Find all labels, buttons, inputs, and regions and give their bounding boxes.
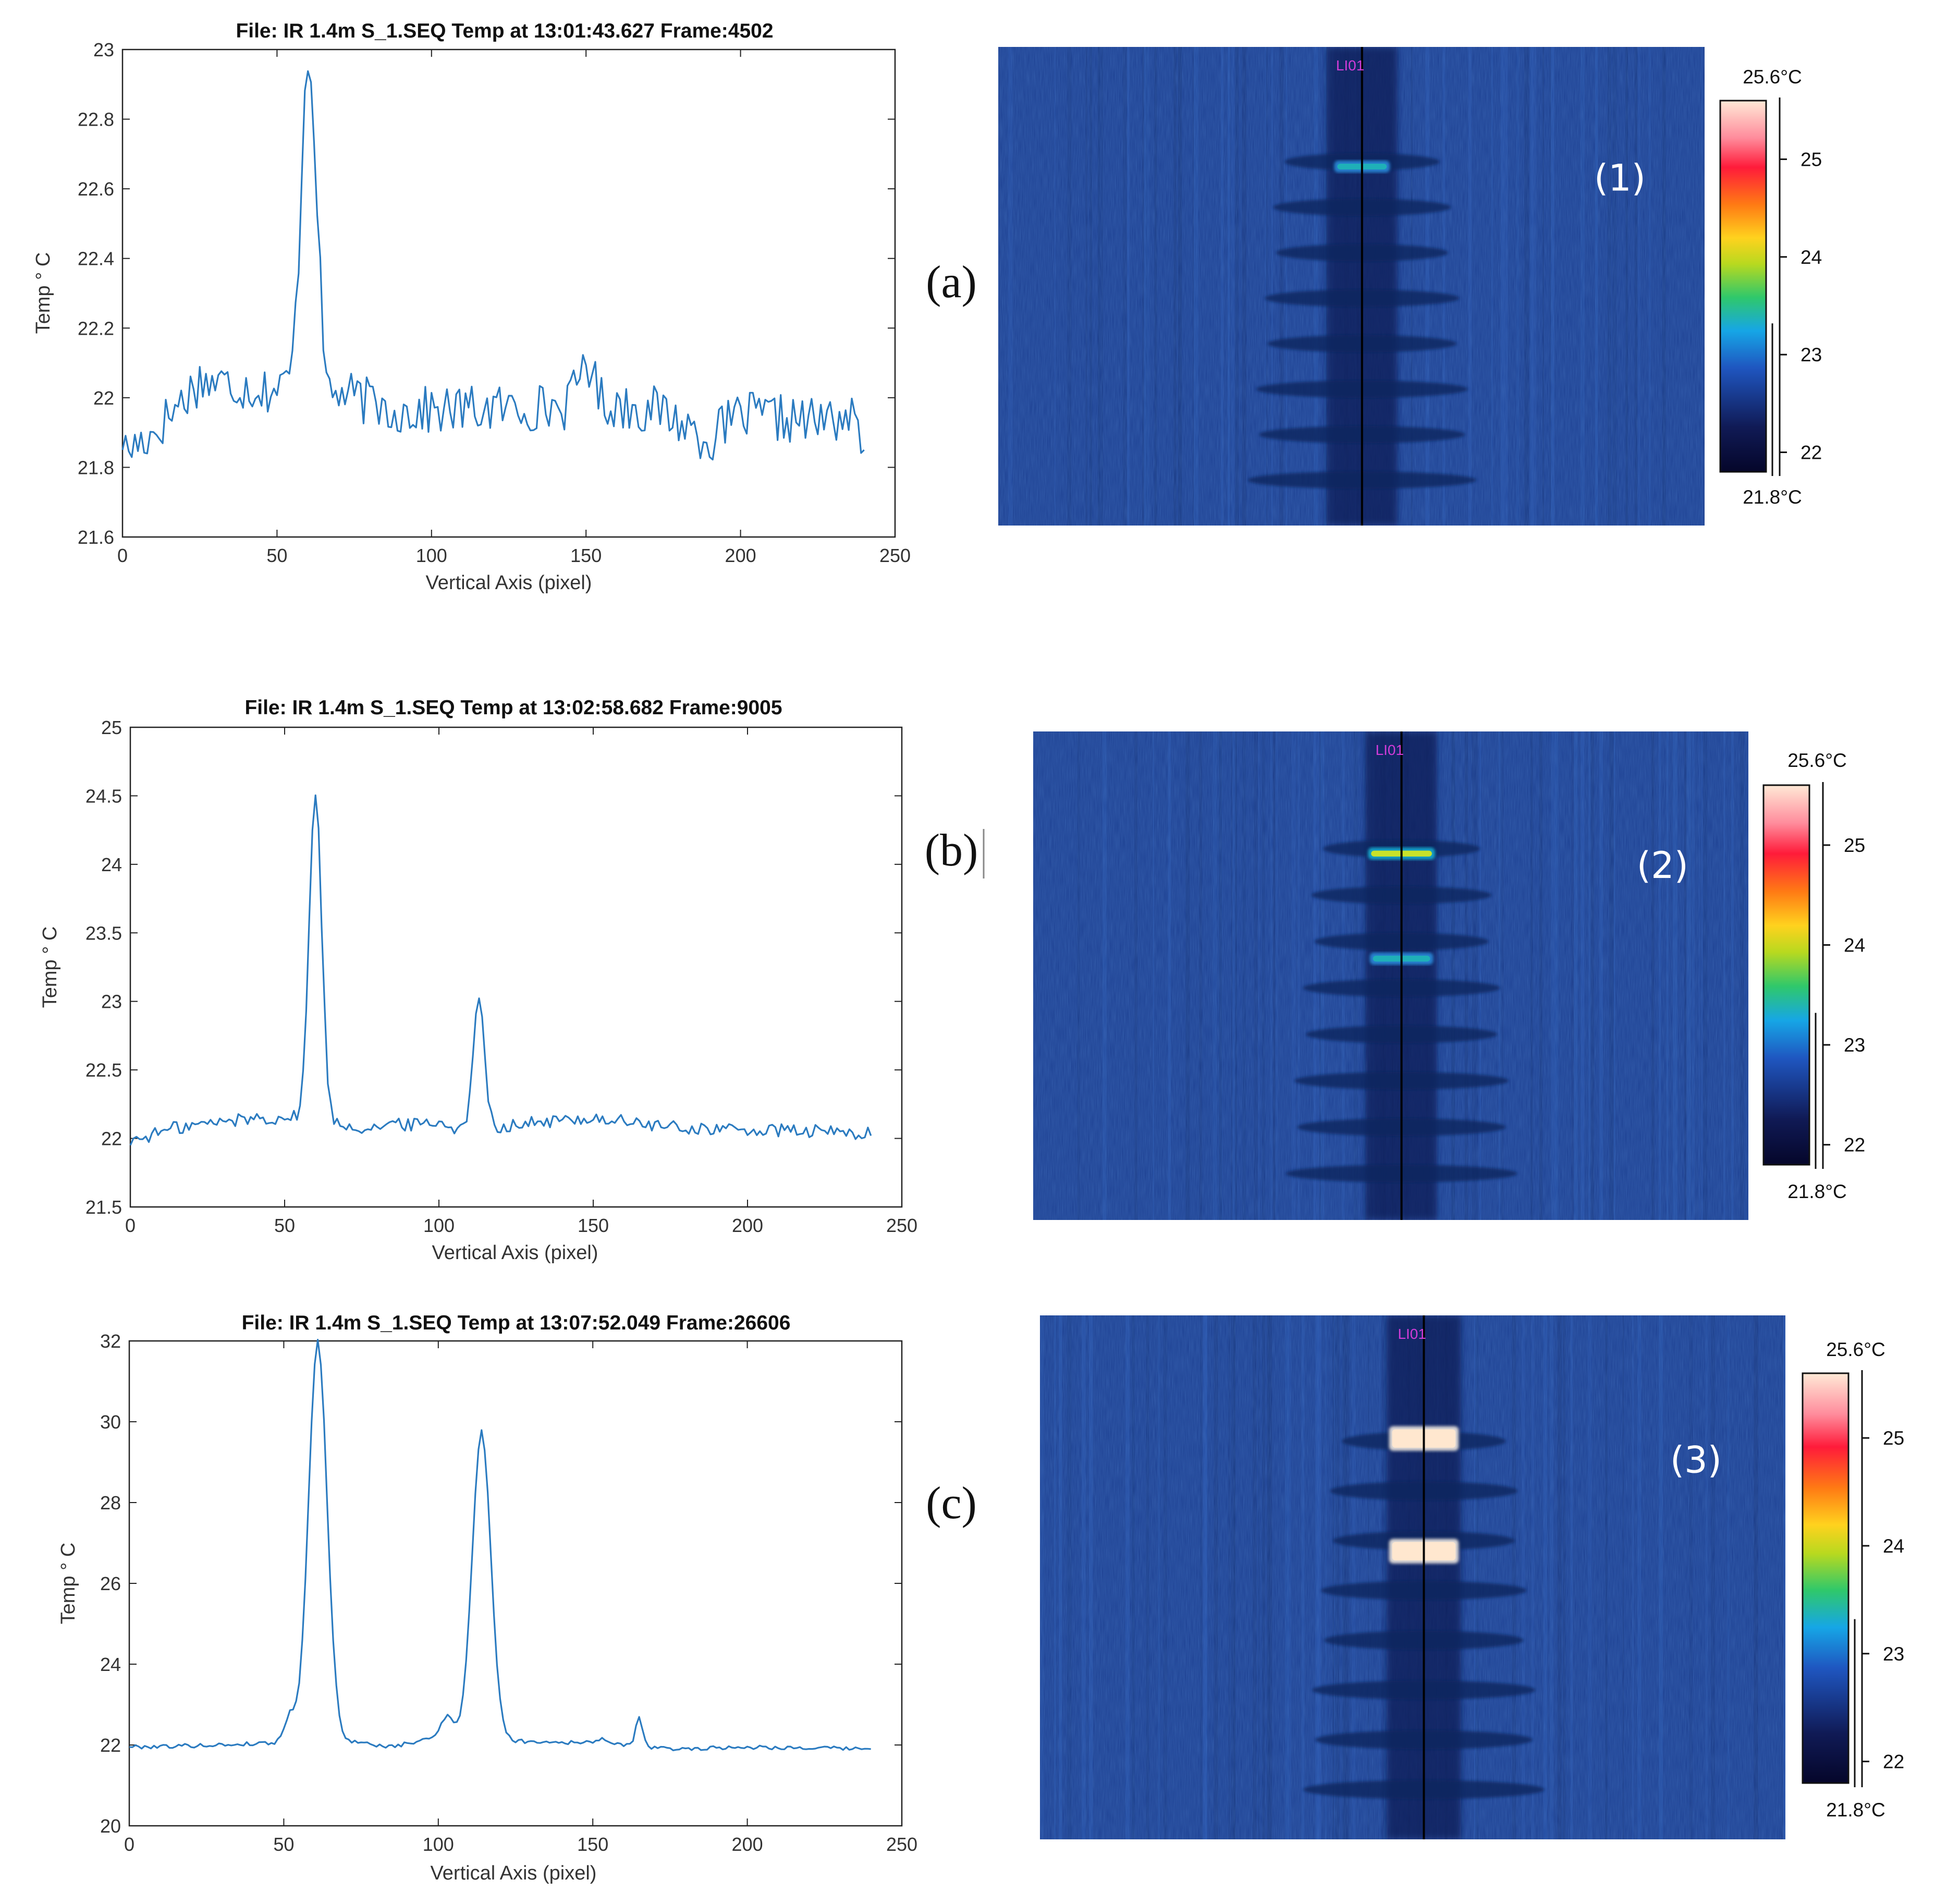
x-tick-label: 200 [725, 545, 756, 566]
series-line [129, 794, 872, 1146]
plot-frame [129, 726, 903, 1208]
colorbar-3: 25 24 23 22 [1802, 1370, 1904, 1787]
series-line [129, 1339, 871, 1751]
x-tick-label: 50 [273, 1834, 294, 1855]
colorbar-tick-label: 24 [1883, 1535, 1904, 1557]
colorbar-tick-label: 23 [1801, 344, 1822, 365]
xlabel-a: Vertical Axis (pixel) [426, 572, 592, 594]
thermal-image-1: LI01 (1) [998, 47, 1705, 526]
x-tick-label: 100 [423, 1215, 455, 1236]
panel-a: File: IR 1.4m S_1.SEQ Temp at 13:01:43.6… [32, 20, 1822, 594]
colorbar-tick-label: 24 [1844, 935, 1865, 956]
colorbar-min-label-1: 21.8°C [1743, 486, 1802, 508]
x-tick-label: 100 [423, 1834, 454, 1855]
y-tick-label: 22.6 [78, 178, 114, 200]
y-tick-label: 21.6 [78, 527, 114, 548]
colorbar-1: 25 24 23 22 [1719, 97, 1822, 476]
y-tick-label: 30 [100, 1411, 121, 1433]
image-number-label: (1) [1594, 156, 1646, 199]
image-number-label: (3) [1670, 1439, 1722, 1482]
colorbar-tick-label: 22 [1883, 1751, 1904, 1773]
y-tick-label: 25 [101, 717, 122, 738]
plot-title-b: File: IR 1.4m S_1.SEQ Temp at 13:02:58.6… [244, 697, 782, 719]
panel-label-a: (a) [926, 257, 977, 308]
colorbar-2: 25 24 23 22 [1762, 782, 1865, 1169]
colorbar-max-label-1: 25.6°C [1743, 66, 1802, 88]
y-tick-label: 22 [101, 1128, 122, 1150]
x-tick-label: 250 [886, 1834, 917, 1855]
panel-c: File: IR 1.4m S_1.SEQ Temp at 13:07:52.0… [57, 1312, 1904, 1884]
y-tick-label: 32 [100, 1331, 121, 1352]
plot-frame [121, 48, 896, 538]
y-tick-label: 22 [100, 1735, 121, 1756]
image-number-label: (2) [1637, 844, 1688, 887]
colorbar-max-label-2: 25.6°C [1787, 750, 1847, 771]
colorbar-gradient [1802, 1372, 1850, 1784]
y-tick-label: 24 [101, 854, 122, 875]
series-line [121, 70, 865, 461]
y-tick-label: 21.5 [85, 1197, 122, 1218]
x-tick-label: 200 [732, 1834, 763, 1855]
x-tick-label: 150 [577, 1834, 608, 1855]
colorbar-tick-label: 25 [1801, 149, 1822, 170]
thermal-image-2: LI01 (2) [1033, 731, 1748, 1220]
ylabel-c: Temp ° C [57, 1543, 79, 1625]
xlabel-c: Vertical Axis (pixel) [431, 1862, 597, 1884]
x-tick-label: 0 [124, 1834, 134, 1855]
x-tick-label: 150 [570, 545, 602, 566]
y-tick-label: 26 [100, 1573, 121, 1594]
colorbar-tick-label: 23 [1844, 1034, 1865, 1056]
colorbar-tick-label: 22 [1844, 1134, 1865, 1156]
plot-title-a: File: IR 1.4m S_1.SEQ Temp at 13:01:43.6… [236, 20, 773, 42]
colorbar-gradient [1762, 784, 1810, 1166]
colorbar-tick-label: 23 [1883, 1643, 1904, 1665]
colorbar-max-label-3: 25.6°C [1826, 1339, 1885, 1360]
x-tick-label: 0 [125, 1215, 136, 1236]
y-tick-label: 23.5 [85, 922, 122, 944]
plot-c: 0 50 100 150 200 250 20 22 24 26 28 30 32 [100, 1331, 917, 1855]
x-tick-label: 150 [578, 1215, 609, 1236]
x-tick-label: 200 [732, 1215, 763, 1236]
colorbar-tick-label: 24 [1801, 247, 1822, 268]
plot-frame [128, 1340, 903, 1827]
y-tick-label: 23 [93, 39, 114, 60]
x-tick-label: 100 [416, 545, 447, 566]
line-label: LI01 [1376, 742, 1404, 758]
y-tick-label: 22.2 [78, 318, 114, 339]
colorbar-tick-label: 25 [1844, 835, 1865, 856]
x-tick-label: 0 [117, 545, 128, 566]
y-tick-label: 20 [100, 1815, 121, 1837]
colorbar-tick-label: 22 [1801, 442, 1822, 463]
ylabel-b: Temp ° C [39, 926, 61, 1008]
colorbar-min-label-2: 21.8°C [1787, 1181, 1847, 1202]
thermal-image-3: LI01 (3) [1040, 1315, 1785, 1839]
plot-b: 0 50 100 150 200 250 21.5 22 22.5 23 23.5 24 24.5 25 [85, 717, 917, 1236]
y-tick-label: 24 [100, 1654, 121, 1675]
x-tick-label: 250 [879, 545, 911, 566]
ylabel-a: Temp ° C [32, 252, 54, 334]
panel-label-b: (b) [925, 825, 978, 876]
colorbar-min-label-3: 21.8°C [1826, 1799, 1885, 1821]
y-tick-label: 22.4 [78, 248, 114, 270]
line-label: LI01 [1336, 57, 1365, 74]
plot-title-c: File: IR 1.4m S_1.SEQ Temp at 13:07:52.0… [242, 1312, 791, 1334]
y-tick-label: 24.5 [85, 785, 122, 807]
plot-a: 0 50 100 150 200 250 21.6 21.8 22 22.2 22.4 22.6 22.… [78, 39, 911, 566]
panel-label-c: (c) [926, 1478, 977, 1529]
y-tick-label: 28 [100, 1492, 121, 1514]
y-tick-label: 22.5 [85, 1059, 122, 1081]
y-tick-label: 22 [93, 387, 114, 409]
y-tick-label: 22.8 [78, 109, 114, 130]
colorbar-gradient [1719, 100, 1767, 473]
colorbar-tick-label: 25 [1883, 1427, 1904, 1449]
panel-b: File: IR 1.4m S_1.SEQ Temp at 13:02:58.6… [39, 697, 1865, 1264]
y-tick-label: 21.8 [78, 457, 114, 478]
x-tick-label: 50 [266, 545, 287, 566]
y-tick-label: 23 [101, 991, 122, 1012]
x-tick-label: 50 [274, 1215, 295, 1236]
x-tick-label: 250 [886, 1215, 917, 1236]
xlabel-b: Vertical Axis (pixel) [432, 1242, 598, 1264]
line-label: LI01 [1398, 1326, 1426, 1342]
